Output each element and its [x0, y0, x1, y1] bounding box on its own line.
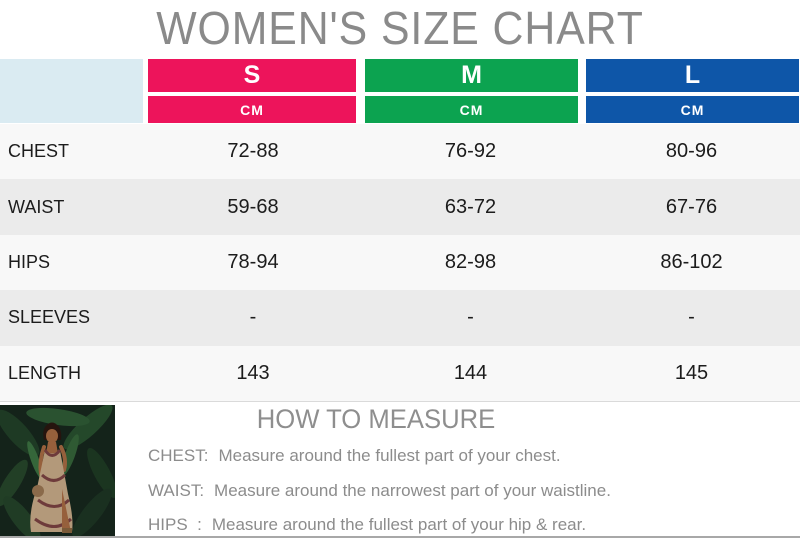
instruction-text: Measure around the fullest part of your …: [218, 446, 561, 466]
how-to-measure-block: HOW TO MEASURE CHEST: Measure around the…: [140, 405, 612, 538]
size-value-s: -: [249, 306, 257, 329]
how-to-measure-section: HOW TO MEASURE CHEST: Measure around the…: [0, 405, 800, 538]
instruction-label: CHEST:: [148, 446, 209, 466]
row-label: SLEEVES: [8, 307, 91, 328]
size-value-s: 78-94: [227, 251, 279, 274]
header-corner: [0, 59, 143, 123]
size-value-l: 145: [674, 361, 709, 384]
size-header: S M L CM CM CM: [0, 59, 800, 123]
table-row-sleeves: SLEEVES - - -: [0, 290, 800, 346]
unit-cell-s: CM: [148, 96, 356, 123]
measure-instruction-waist: WAIST: Measure around the narrowest part…: [140, 474, 612, 509]
size-value-l: 67-76: [665, 195, 718, 218]
unit-cell-m: CM: [365, 96, 578, 123]
model-photo-illustration: [0, 405, 115, 538]
size-value-l: 80-96: [665, 140, 718, 163]
instruction-label: HIPS :: [148, 515, 202, 535]
page-title: WOMEN'S SIZE CHART: [156, 2, 644, 54]
size-value-m: 76-92: [444, 140, 497, 163]
size-table-body: CHEST 72-88 76-92 80-96 WAIST 59-68 63-7…: [0, 124, 800, 402]
table-row-waist: WAIST 59-68 63-72 67-76: [0, 179, 800, 235]
size-value-m: 63-72: [444, 195, 497, 218]
row-label: LENGTH: [8, 362, 82, 383]
table-row-chest: CHEST 72-88 76-92 80-96: [0, 124, 800, 180]
instruction-text: Measure around the narrowest part of you…: [214, 480, 611, 500]
size-header-l: L: [586, 59, 799, 92]
size-labels-row: S M L: [148, 59, 799, 92]
measure-instruction-hips: HIPS : Measure around the fullest part o…: [140, 508, 612, 538]
size-value-s: 59-68: [227, 195, 279, 218]
bottom-divider: [0, 536, 800, 538]
size-value-s: 72-88: [227, 140, 279, 163]
row-label: HIPS: [8, 252, 51, 273]
row-label: CHEST: [8, 141, 70, 162]
unit-labels-row: CM CM CM: [148, 96, 799, 123]
table-row-hips: HIPS 78-94 82-98 86-102: [0, 234, 800, 291]
size-header-m: M: [365, 59, 578, 92]
size-value-l: -: [688, 306, 695, 329]
unit-cell-l: CM: [586, 96, 799, 123]
size-value-m: -: [467, 306, 474, 329]
row-label: WAIST: [8, 196, 65, 217]
table-row-length: LENGTH 143 144 145: [0, 345, 800, 402]
measure-instruction-chest: CHEST: Measure around the fullest part o…: [140, 439, 612, 474]
size-value-m: 144: [453, 361, 488, 384]
how-to-measure-heading: HOW TO MEASURE: [256, 404, 496, 434]
model-photo: [0, 405, 115, 538]
instruction-text: Measure around the fullest part of your …: [211, 515, 587, 535]
size-value-l: 86-102: [660, 251, 723, 274]
size-header-s: S: [148, 59, 356, 92]
size-value-m: 82-98: [444, 251, 497, 274]
instruction-label: WAIST:: [148, 480, 205, 500]
size-value-s: 143: [236, 361, 270, 384]
